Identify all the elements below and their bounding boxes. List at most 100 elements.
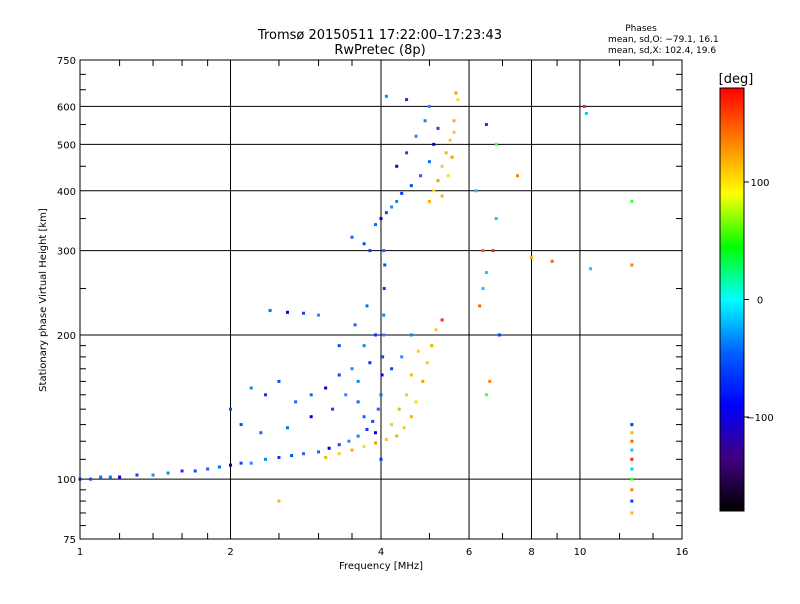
y-tick-label: 100 (57, 475, 76, 486)
data-point (382, 333, 386, 337)
data-point (277, 379, 281, 383)
data-point (630, 499, 634, 503)
data-point (229, 407, 232, 411)
data-point (434, 328, 438, 332)
data-point (427, 104, 431, 108)
data-point (371, 419, 375, 423)
data-point (481, 287, 485, 291)
data-point (368, 361, 372, 365)
data-point (488, 379, 492, 383)
data-point (381, 355, 385, 359)
data-point (515, 174, 519, 178)
data-point (331, 407, 335, 411)
data-point (478, 304, 482, 308)
data-point (89, 477, 93, 481)
data-point (405, 98, 409, 102)
data-point (589, 267, 593, 271)
data-point (440, 164, 444, 168)
data-point (249, 386, 253, 390)
data-point (302, 452, 306, 456)
data-point (379, 457, 383, 461)
x-tick-label: 8 (528, 547, 534, 558)
data-point (365, 304, 369, 308)
data-point (630, 439, 634, 443)
data-point (362, 415, 366, 419)
data-point (350, 367, 354, 371)
data-point (374, 223, 378, 227)
data-point (382, 249, 386, 253)
data-point (374, 333, 378, 337)
data-point (402, 426, 406, 430)
data-point (356, 400, 360, 404)
data-point (397, 407, 401, 411)
data-point (425, 361, 429, 365)
data-point (382, 287, 386, 291)
phases-stat-x: mean, sd,X: 102.4, 19.6 (608, 46, 716, 56)
x-tick-label: 10 (574, 547, 587, 558)
data-point (421, 379, 425, 383)
data-point (395, 164, 399, 168)
x-axis-label: Frequency [MHz] (339, 561, 423, 572)
data-point (379, 393, 383, 397)
data-point (337, 443, 341, 447)
data-point (353, 323, 357, 327)
phases-header: Phases (625, 24, 657, 34)
data-point (376, 407, 380, 411)
x-tick-label: 2 (227, 547, 233, 558)
data-point (630, 431, 634, 435)
data-point (135, 473, 139, 477)
data-point (395, 199, 399, 203)
data-point (356, 379, 360, 383)
data-point (368, 249, 372, 253)
data-point (400, 191, 404, 195)
data-point (350, 448, 354, 452)
data-point (268, 308, 272, 312)
data-point (450, 155, 454, 159)
data-point (309, 393, 313, 397)
data-point (448, 138, 452, 142)
data-point (584, 111, 588, 115)
data-point (440, 318, 444, 322)
data-point (400, 355, 404, 359)
data-point (452, 119, 456, 123)
data-point (430, 344, 434, 348)
data-point (380, 373, 384, 377)
data-point (630, 263, 634, 267)
data-point (277, 499, 281, 503)
y-axis-label: Stationary phase Virtual Height [km] (38, 208, 49, 392)
y-tick-label: 500 (57, 140, 76, 151)
data-point (452, 130, 456, 134)
data-point (427, 199, 431, 203)
data-point (317, 313, 321, 317)
data-point (374, 441, 378, 445)
data-point (206, 467, 210, 471)
data-point (337, 373, 341, 377)
data-point (474, 189, 478, 193)
data-point (630, 488, 634, 492)
data-point (414, 400, 418, 404)
grid-lines (80, 60, 682, 539)
data-point (497, 333, 501, 337)
data-point (432, 189, 436, 193)
chart-subtitle: RwPretec (8p) (334, 43, 425, 58)
data-point (409, 373, 413, 377)
x-tick-label: 1 (77, 547, 83, 558)
data-point (383, 263, 387, 267)
data-point (491, 249, 495, 253)
data-point (414, 134, 418, 138)
data-point (264, 457, 268, 461)
y-tick-label: 600 (57, 102, 76, 113)
data-point (309, 415, 313, 419)
y-tick-label: 750 (57, 56, 76, 67)
data-point (484, 123, 488, 127)
data-point (337, 452, 341, 456)
y-tick-label: 200 (57, 331, 76, 342)
data-point (239, 461, 243, 465)
data-point (362, 344, 366, 348)
data-point (384, 438, 388, 442)
colorbar-tick-label: 0 (757, 296, 763, 307)
data-point (416, 349, 420, 353)
data-point (423, 119, 427, 123)
